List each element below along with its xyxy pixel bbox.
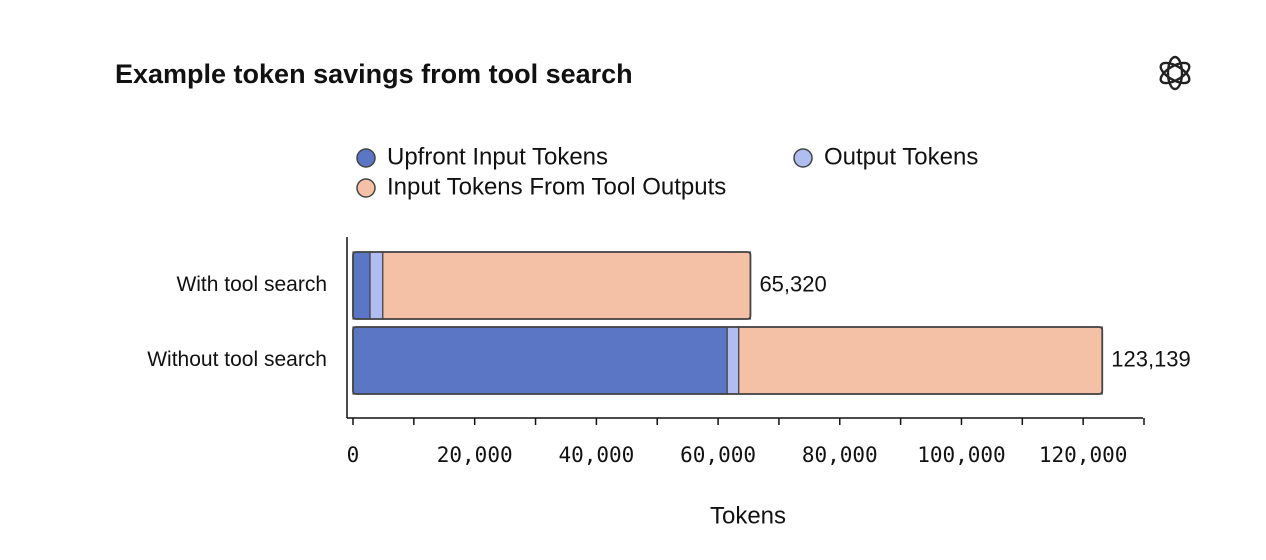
legend-swatch <box>356 178 376 198</box>
x-tick-label: 80,000 <box>802 443 878 467</box>
x-tick-label: 0 <box>347 443 360 467</box>
x-axis-label: Tokens <box>710 502 786 529</box>
bar-segment <box>382 251 752 320</box>
legend-swatch <box>793 148 813 168</box>
legend-label: Input Tokens From Tool Outputs <box>387 173 726 200</box>
bar-outline <box>352 251 752 320</box>
bar-segment <box>369 251 384 320</box>
y-tick-label: Without tool search <box>147 348 327 371</box>
x-tick-label: 20,000 <box>437 443 513 467</box>
bar-segment <box>738 326 1103 395</box>
bar-segment <box>352 326 728 395</box>
x-tick-label: 100,000 <box>917 443 1006 467</box>
legend-label: Upfront Input Tokens <box>387 143 608 170</box>
bar-segment <box>352 251 371 320</box>
logo <box>1159 55 1191 91</box>
y-tick-label: With tool search <box>176 273 327 296</box>
chart-title: Example token savings from tool search <box>115 59 633 89</box>
x-tick-label: 120,000 <box>1039 443 1128 467</box>
total-label: 123,139 <box>1111 346 1191 371</box>
bar-segment <box>726 326 740 395</box>
total-label: 65,320 <box>759 271 826 296</box>
x-tick-label: 60,000 <box>680 443 756 467</box>
bar-outline <box>352 326 1104 395</box>
legend-swatch <box>356 148 376 168</box>
x-tick-label: 40,000 <box>558 443 634 467</box>
legend-label: Output Tokens <box>824 143 978 170</box>
